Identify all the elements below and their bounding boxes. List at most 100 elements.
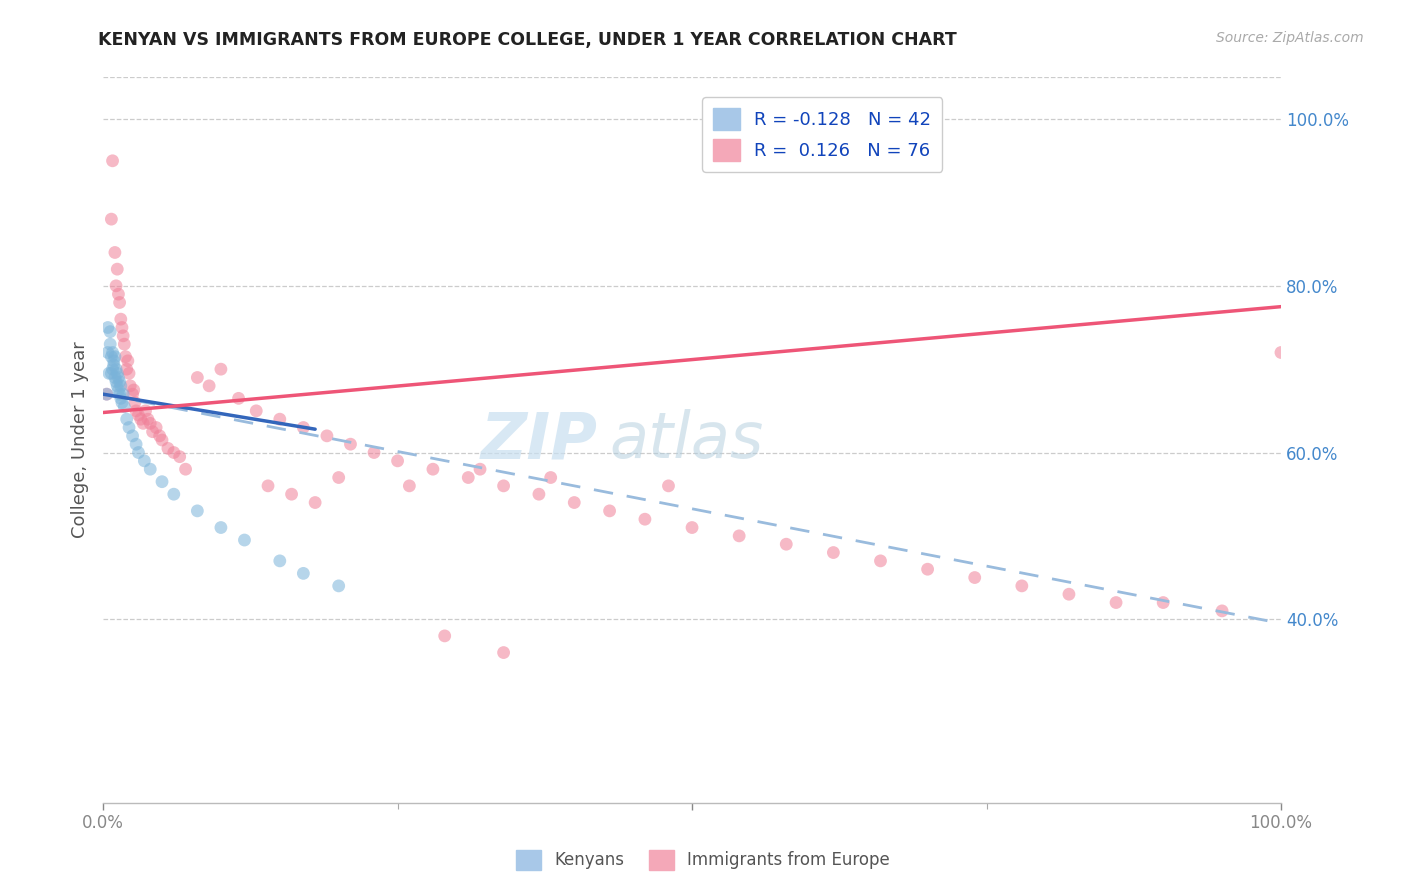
Point: [108, 375, 131, 389]
Point: [103, 358, 125, 372]
Point: [1152, 596, 1174, 610]
Point: [136, 412, 159, 426]
Point: [107, 370, 129, 384]
Point: [110, 312, 132, 326]
Point: [112, 328, 135, 343]
Point: [111, 320, 134, 334]
Point: [96, 387, 118, 401]
Text: Source: ZipAtlas.com: Source: ZipAtlas.com: [1216, 31, 1364, 45]
Point: [118, 367, 141, 381]
Point: [108, 387, 131, 401]
Point: [422, 462, 444, 476]
Point: [387, 454, 409, 468]
Point: [118, 420, 141, 434]
Point: [257, 479, 280, 493]
Point: [245, 404, 267, 418]
Point: [114, 350, 136, 364]
Point: [98, 337, 121, 351]
Point: [169, 450, 191, 464]
Point: [540, 470, 562, 484]
Point: [100, 212, 122, 227]
Point: [775, 537, 797, 551]
Point: [103, 354, 125, 368]
Point: [398, 479, 420, 493]
Point: [1105, 596, 1128, 610]
Point: [209, 520, 232, 534]
Point: [156, 442, 179, 456]
Point: [97, 345, 120, 359]
Point: [139, 462, 162, 476]
Point: [599, 504, 621, 518]
Point: [468, 462, 491, 476]
Point: [1211, 604, 1233, 618]
Point: [134, 454, 156, 468]
Point: [101, 362, 124, 376]
Point: [100, 350, 122, 364]
Point: [233, 533, 256, 547]
Point: [457, 470, 479, 484]
Point: [139, 417, 162, 431]
Point: [269, 554, 291, 568]
Point: [657, 479, 679, 493]
Point: [292, 420, 315, 434]
Point: [107, 287, 129, 301]
Point: [115, 412, 138, 426]
Point: [1270, 345, 1292, 359]
Point: [124, 395, 146, 409]
Point: [150, 475, 173, 489]
Point: [110, 392, 132, 406]
Point: [363, 445, 385, 459]
Point: [142, 425, 165, 439]
Point: [163, 487, 186, 501]
Text: ZIP: ZIP: [481, 409, 598, 471]
Point: [112, 400, 135, 414]
Point: [110, 379, 132, 393]
Point: [101, 345, 124, 359]
Point: [121, 429, 143, 443]
Point: [121, 387, 143, 401]
Point: [111, 395, 134, 409]
Point: [174, 462, 197, 476]
Point: [105, 362, 128, 376]
Point: [125, 404, 148, 418]
Point: [104, 245, 127, 260]
Point: [127, 445, 149, 459]
Point: [186, 504, 208, 518]
Point: [527, 487, 550, 501]
Point: [198, 379, 221, 393]
Point: [280, 487, 302, 501]
Legend: Kenyans, Immigrants from Europe: Kenyans, Immigrants from Europe: [509, 843, 897, 877]
Point: [98, 325, 121, 339]
Point: [1011, 579, 1033, 593]
Point: [105, 379, 128, 393]
Point: [823, 545, 845, 559]
Point: [492, 646, 515, 660]
Point: [101, 153, 124, 168]
Point: [1057, 587, 1080, 601]
Point: [917, 562, 939, 576]
Point: [132, 417, 155, 431]
Point: [328, 579, 350, 593]
Point: [149, 429, 172, 443]
Point: [963, 570, 986, 584]
Point: [105, 278, 128, 293]
Point: [150, 433, 173, 447]
Point: [634, 512, 657, 526]
Point: [112, 337, 135, 351]
Point: [125, 437, 148, 451]
Point: [104, 350, 127, 364]
Point: [728, 529, 751, 543]
Point: [97, 320, 120, 334]
Point: [104, 370, 127, 384]
Point: [492, 479, 515, 493]
Point: [228, 392, 250, 406]
Point: [869, 554, 891, 568]
Point: [96, 387, 118, 401]
Point: [209, 362, 232, 376]
Point: [163, 445, 186, 459]
Legend: R = -0.128   N = 42, R =  0.126   N = 76: R = -0.128 N = 42, R = 0.126 N = 76: [702, 97, 942, 172]
Point: [129, 412, 152, 426]
Point: [105, 375, 128, 389]
Point: [105, 262, 128, 277]
Text: KENYAN VS IMMIGRANTS FROM EUROPE COLLEGE, UNDER 1 YEAR CORRELATION CHART: KENYAN VS IMMIGRANTS FROM EUROPE COLLEGE…: [98, 31, 957, 49]
